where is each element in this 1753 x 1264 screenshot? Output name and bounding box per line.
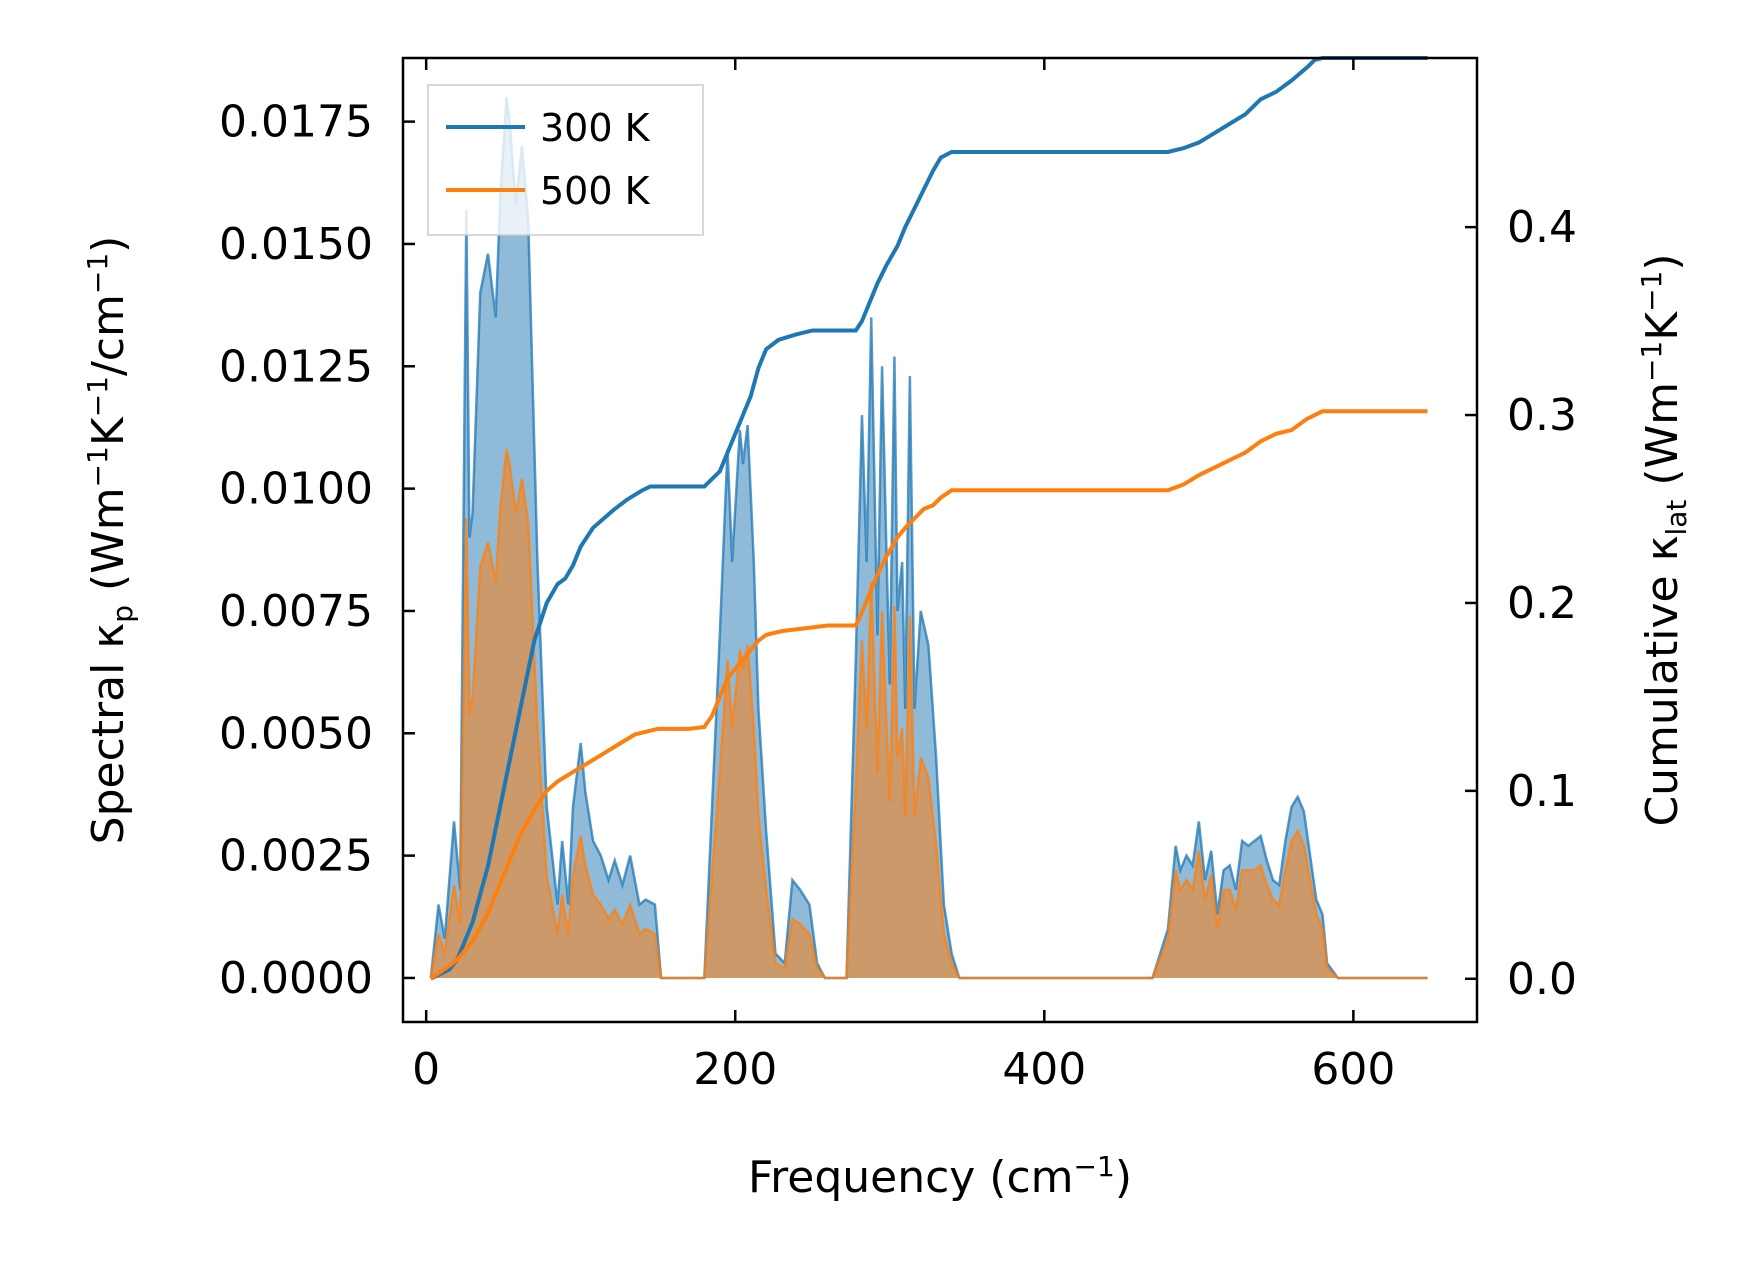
cumulative-line-300k (429, 56, 1428, 981)
legend-box (427, 84, 704, 236)
legend-label-300k: 300 K (540, 106, 651, 150)
axis-ticks (403, 58, 1477, 1022)
y-left-tick-label: 0.0125 (219, 341, 373, 392)
y-left-axis-label: Spectral κp (Wm−1K−1/cm−1) (81, 236, 139, 845)
y-left-tick-label: 0.0150 (219, 219, 373, 270)
y-right-tick-label: 0.0 (1507, 954, 1577, 1005)
y-right-tick-label: 0.3 (1507, 390, 1577, 441)
y-right-axis-label: Cumulative κlat (Wm−1K−1) (1635, 253, 1693, 826)
x-axis-label: Frequency (cm−1) (748, 1150, 1132, 1203)
plot-area (429, 56, 1428, 981)
plot-frame (401, 56, 1479, 1024)
x-tick-label: 400 (1002, 1044, 1086, 1095)
y-left-tick-label: 0.0100 (219, 464, 373, 515)
x-tick-label: 0 (412, 1044, 440, 1095)
x-tick-label: 600 (1311, 1044, 1395, 1095)
y-right-tick-label: 0.1 (1507, 766, 1577, 817)
legend: 300 K 500 K (427, 84, 704, 236)
legend-label-500k: 500 K (540, 169, 651, 213)
y-left-tick-label: 0.0175 (219, 97, 373, 148)
tick-labels: 0 200 400 600 0.0000 0.0025 0.0050 0.0075 0.0100… (219, 97, 1577, 1095)
y-left-tick-label: 0.0075 (219, 586, 373, 637)
spectral-line-500k (429, 449, 1428, 980)
y-left-tick-label: 0.0050 (219, 708, 373, 759)
y-right-tick-label: 0.4 (1507, 202, 1577, 253)
x-tick-label: 200 (693, 1044, 777, 1095)
y-left-tick-label: 0.0025 (219, 831, 373, 882)
cumulative-line-500k (429, 409, 1428, 981)
y-left-tick-label: 0.0000 (219, 953, 373, 1004)
y-right-tick-label: 0.2 (1507, 578, 1577, 629)
spectral-fill-500k (430, 449, 1428, 978)
